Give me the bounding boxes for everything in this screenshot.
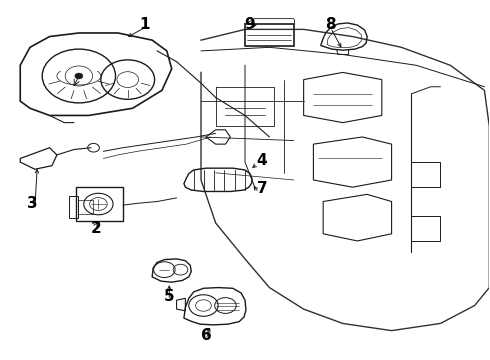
Text: 6: 6 xyxy=(200,328,211,343)
Text: 4: 4 xyxy=(257,153,268,168)
Text: 3: 3 xyxy=(27,196,38,211)
Text: 2: 2 xyxy=(91,221,101,236)
Text: 1: 1 xyxy=(140,17,150,32)
Circle shape xyxy=(75,73,83,79)
Text: 8: 8 xyxy=(325,17,336,32)
Text: 5: 5 xyxy=(164,289,174,304)
Text: 7: 7 xyxy=(257,181,268,197)
Text: 9: 9 xyxy=(245,17,255,32)
